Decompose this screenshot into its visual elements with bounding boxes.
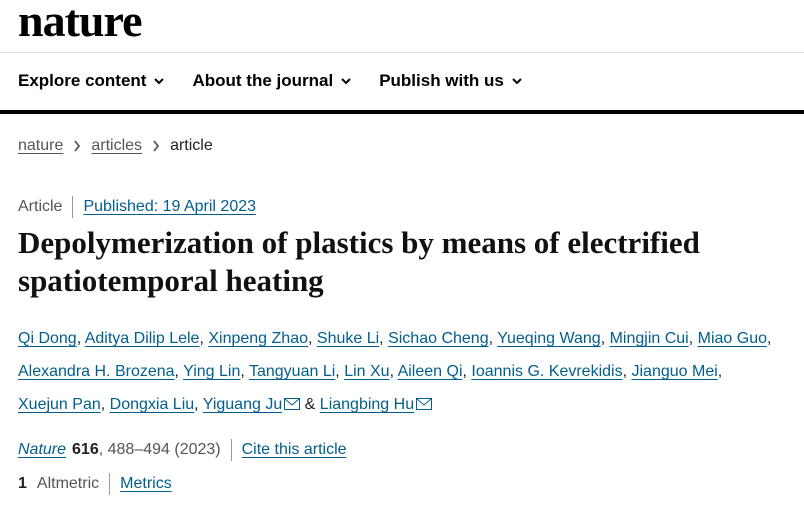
separator bbox=[109, 473, 111, 495]
author-separator: , bbox=[389, 363, 395, 380]
author: Alexandra H. Brozena, bbox=[18, 363, 179, 380]
nav-label: Publish with us bbox=[379, 71, 504, 90]
author-separator: , bbox=[76, 330, 82, 347]
cite-link[interactable]: Cite this article bbox=[241, 441, 347, 458]
author-name[interactable]: Aditya Dilip Lele bbox=[84, 330, 200, 347]
author-separator: , bbox=[600, 330, 606, 347]
citation: Nature 616 , 488–494 (2023) Cite this ar… bbox=[18, 439, 347, 461]
author-separator: , bbox=[622, 363, 628, 380]
author: Yiguang Ju bbox=[202, 396, 301, 413]
author-name[interactable]: Yueqing Wang bbox=[497, 330, 601, 347]
author-separator: , bbox=[335, 363, 340, 380]
breadcrumb-item[interactable]: nature bbox=[18, 137, 64, 154]
author: Ying Lin, bbox=[183, 363, 245, 380]
breadcrumb-item[interactable]: articles bbox=[91, 137, 143, 154]
author: Jianguo Mei, bbox=[632, 363, 723, 380]
chevron-right bbox=[153, 140, 160, 152]
author: Miao Guo, bbox=[698, 330, 772, 347]
nav-label: Explore content bbox=[18, 71, 147, 90]
author: Ioannis G. Kevrekidis, bbox=[471, 363, 627, 380]
volume: 616 bbox=[72, 441, 99, 458]
divider bbox=[0, 52, 804, 53]
metrics-link[interactable]: Metrics bbox=[120, 475, 172, 492]
metrics: 1 Altmetric Metrics bbox=[18, 473, 172, 495]
author-name[interactable]: Jianguo Mei bbox=[631, 363, 718, 380]
email-icon bbox=[284, 398, 301, 410]
author-separator: , bbox=[308, 330, 313, 347]
altmetric-score: 1 bbox=[18, 475, 27, 492]
author: Liangbing Hu bbox=[319, 396, 433, 413]
author-conjunction: & bbox=[304, 396, 316, 413]
author-name[interactable]: Ying Lin bbox=[183, 363, 241, 380]
author-separator: , bbox=[488, 330, 494, 347]
breadcrumb: nature articles article bbox=[18, 137, 213, 155]
email-icon bbox=[416, 398, 433, 410]
separator bbox=[230, 439, 232, 461]
author-name[interactable]: Miao Guo bbox=[697, 330, 768, 347]
article-title: Depolymerization of plastics by means of… bbox=[18, 225, 700, 298]
author-separator: , bbox=[100, 396, 106, 413]
chevron-down bbox=[341, 78, 351, 85]
author: Aditya Dilip Lele, bbox=[85, 330, 204, 347]
author: Yueqing Wang, bbox=[497, 330, 605, 347]
journal-link[interactable]: Nature bbox=[18, 441, 67, 458]
chevron-right bbox=[74, 140, 81, 152]
author-name[interactable]: Aileen Qi bbox=[397, 363, 463, 380]
nav-item[interactable]: About the journal bbox=[192, 71, 351, 91]
author-separator: , bbox=[240, 363, 245, 380]
author-name[interactable]: Xinpeng Zhao bbox=[208, 330, 308, 347]
author-separator: , bbox=[174, 363, 179, 380]
author: Mingjin Cui, bbox=[610, 330, 694, 347]
author: Lin Xu, bbox=[344, 363, 394, 380]
nav-label: About the journal bbox=[192, 71, 334, 90]
nav-item[interactable]: Explore content bbox=[18, 71, 165, 91]
author: Aileen Qi, bbox=[398, 363, 467, 380]
author: Dongxia Liu, bbox=[110, 396, 199, 413]
author: Xuejun Pan, bbox=[18, 396, 105, 413]
author-name[interactable]: Tangyuan Li bbox=[248, 363, 336, 380]
author-name[interactable]: Dongxia Liu bbox=[109, 396, 195, 413]
author-separator: , bbox=[717, 363, 723, 380]
published-date[interactable]: Published: 19 April 2023 bbox=[83, 198, 257, 215]
author-separator: , bbox=[767, 330, 772, 347]
author-name[interactable]: Yiguang Ju bbox=[202, 396, 283, 413]
author: Qi Dong, bbox=[18, 330, 81, 347]
divider bbox=[0, 110, 804, 114]
author-name[interactable]: Liangbing Hu bbox=[319, 396, 415, 413]
author-separator: , bbox=[199, 330, 204, 347]
author: Shuke Li, bbox=[317, 330, 384, 347]
author-name[interactable]: Xuejun Pan bbox=[18, 396, 101, 413]
author-name[interactable]: Shuke Li bbox=[316, 330, 380, 347]
author: Tangyuan Li, bbox=[249, 363, 340, 380]
article-meta: Article Published: 19 April 2023 bbox=[18, 196, 256, 218]
author-separator: , bbox=[194, 396, 199, 413]
nav-item[interactable]: Publish with us bbox=[379, 71, 522, 91]
altmetric-label: Altmetric bbox=[36, 475, 100, 492]
author-separator: , bbox=[688, 330, 694, 347]
author-name[interactable]: Alexandra H. Brozena bbox=[18, 363, 175, 380]
author-name[interactable]: Qi Dong bbox=[18, 330, 77, 347]
author-name[interactable]: Sichao Cheng bbox=[388, 330, 489, 347]
author: Xinpeng Zhao, bbox=[208, 330, 312, 347]
nav: Explore content About the journal Publish … bbox=[18, 71, 522, 91]
chevron-down bbox=[154, 78, 165, 85]
pages-year: , 488–494 (2023) bbox=[98, 441, 221, 458]
breadcrumb-item: article bbox=[170, 137, 213, 154]
logo[interactable]: nature bbox=[18, 0, 142, 46]
author-name[interactable]: Ioannis G. Kevrekidis bbox=[471, 363, 623, 380]
author-list: Qi Dong, Aditya Dilip Lele, Xinpeng Zhao… bbox=[18, 322, 793, 421]
author: Sichao Cheng, bbox=[388, 330, 493, 347]
separator bbox=[72, 196, 74, 218]
article-type: Article bbox=[18, 198, 63, 215]
author-name[interactable]: Lin Xu bbox=[344, 363, 390, 380]
author-separator: , bbox=[462, 363, 467, 380]
author-separator: , bbox=[379, 330, 384, 347]
author-name[interactable]: Mingjin Cui bbox=[609, 330, 689, 347]
chevron-down bbox=[512, 78, 522, 85]
